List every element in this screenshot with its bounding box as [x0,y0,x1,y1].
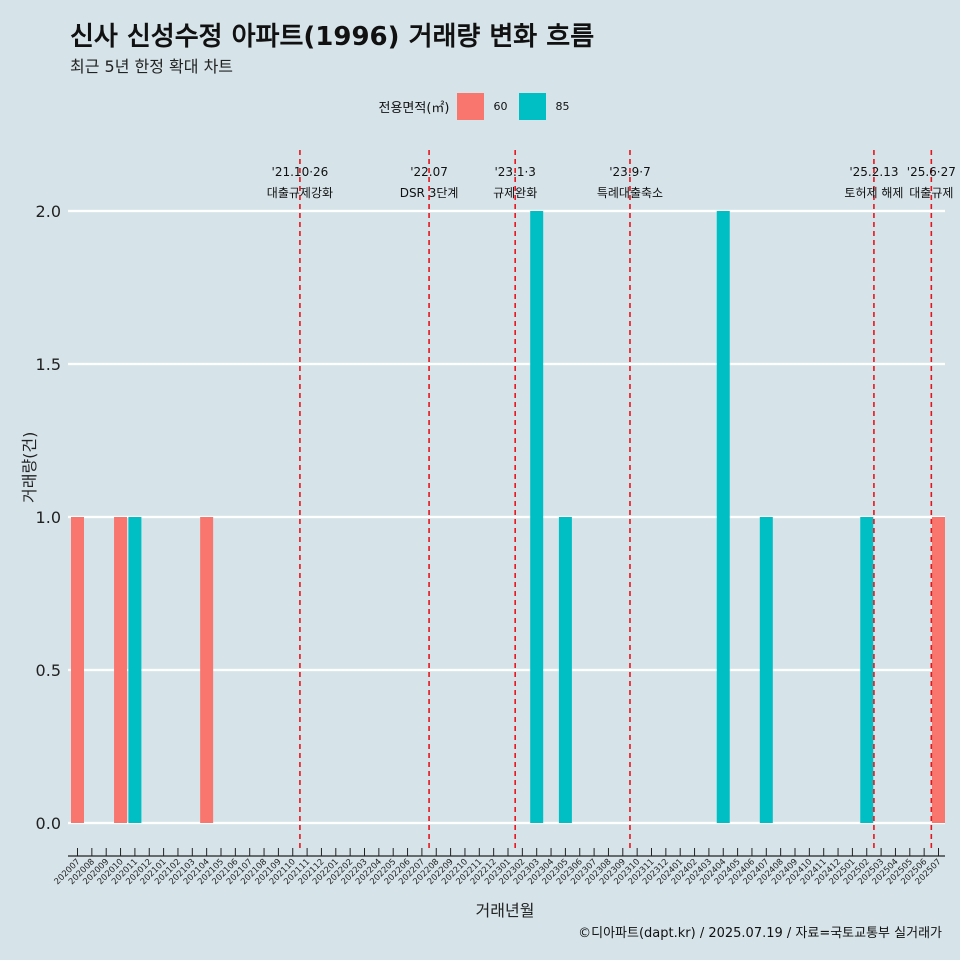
bar-85-202303 [530,211,544,823]
event-date-202110: '21.10·26 [272,165,329,179]
event-label-202309: 특례대출축소 [597,186,663,200]
caption: ©디아파트(dapt.kr) / 2025.07.19 / 자료=국토교통부 실… [578,926,942,941]
bar-60-202104 [200,517,214,823]
chart-title: 신사 신성수정 아파트(1996) 거래량 변화 흐름 [70,22,595,52]
event-label-202506: 대출규제 [909,186,953,200]
event-date-202309: '23.9·7 [609,165,650,179]
y-tick-label: 1.5 [36,355,61,374]
bar-60-202010 [114,517,128,823]
event-label-202207: DSR 3단계 [400,186,459,200]
legend-title: 전용면적(㎡) [378,101,450,116]
bar-85-202011 [128,517,142,823]
y-tick-label: 0.0 [36,814,61,833]
event-label-202502: 토허제 해제 [844,186,903,200]
legend-swatch-60 [457,93,485,120]
y-tick-label: 1.0 [36,508,61,527]
legend-label-60: 60 [493,100,508,113]
bar-85-202502 [860,517,874,823]
bar-60-202007 [71,517,84,823]
bar-85-202305 [558,517,572,823]
legend-label-85: 85 [555,100,570,113]
bar-85-202404 [716,211,730,823]
y-axis-label: 거래량(건) [20,431,39,503]
y-tick-label: 2.0 [36,202,61,221]
event-date-202301: '23.1·3 [494,165,535,179]
x-axis-label: 거래년월 [475,901,535,920]
chart-subtitle: 최근 5년 한정 확대 차트 [70,57,234,76]
legend-swatch-85 [519,93,547,120]
bar-60-202507 [932,517,945,823]
event-date-202207: '22.07 [410,165,448,179]
y-tick-label: 0.5 [36,661,61,680]
event-date-202506: '25.6·27 [907,165,956,179]
legend-item-85: 85 [519,93,575,120]
event-date-202502: '25.2.13 [849,165,898,179]
legend: 전용면적(㎡) 60 85 [0,93,960,120]
event-label-202110: 대출규제강화 [267,186,333,200]
event-label-202301: 규제완화 [493,186,537,200]
bar-85-202407 [759,517,773,823]
legend-item-60: 60 [457,93,513,120]
